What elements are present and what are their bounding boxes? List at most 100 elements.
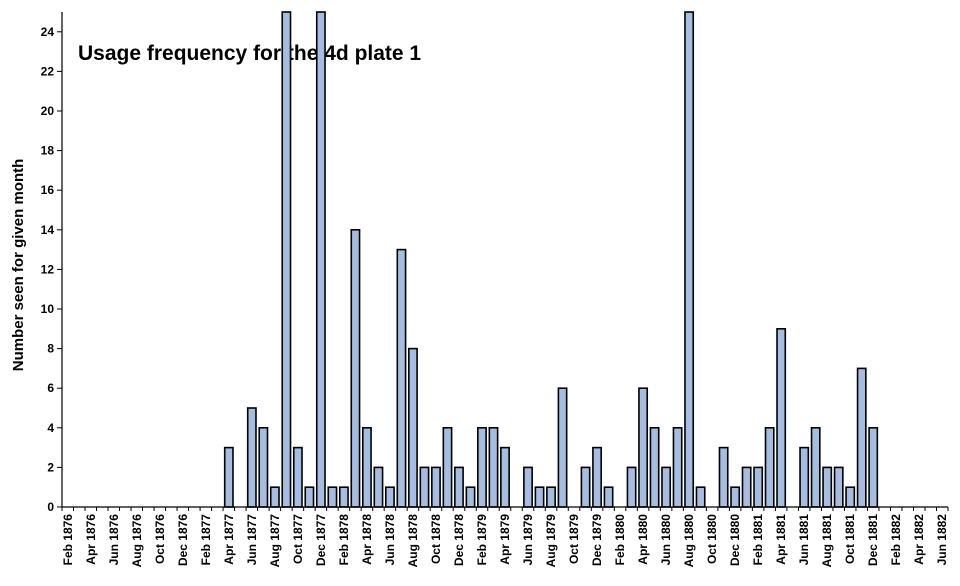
x-tick-label: Aug 1881 [820, 514, 834, 568]
y-tick-label: 14 [41, 223, 55, 237]
y-tick-label: 10 [41, 302, 55, 316]
x-tick-label: Dec 1879 [590, 514, 604, 566]
y-tick-label: 22 [41, 64, 55, 78]
bar-mar-1880 [626, 466, 637, 508]
y-tick-label: 12 [41, 262, 55, 276]
x-tick-label: Apr 1878 [360, 514, 374, 565]
bar-jan-1879 [465, 486, 476, 508]
bar-jun-1877 [246, 407, 257, 508]
x-tick-label: Aug 1878 [406, 514, 420, 568]
y-tick-label: 20 [41, 104, 55, 118]
bar-apr-1878 [361, 426, 372, 508]
x-tick-label: Aug 1877 [268, 514, 282, 568]
bar-aug-1878 [408, 347, 418, 508]
bar-jul-1878 [396, 248, 407, 508]
bar-jul-1877 [258, 426, 269, 508]
bar-dec-1880 [730, 486, 741, 508]
bar-nov-1878 [442, 426, 453, 508]
bar-jun-1881 [799, 446, 810, 508]
bar-jan-1881 [741, 466, 752, 508]
x-tick-label: Jun 1882 [935, 514, 949, 566]
bar-may-1880 [649, 426, 660, 508]
x-tick-label: Jun 1877 [245, 514, 259, 566]
bar-dec-1878 [454, 466, 464, 508]
x-tick-label: Dec 1877 [314, 514, 328, 566]
x-tick-label: Jun 1878 [383, 514, 397, 566]
x-ticks-group: Feb 1876 Apr 1876 Jun 1876 Aug 1876 Oct 1876… [61, 507, 949, 567]
x-tick-label: Jun 1881 [797, 514, 811, 566]
x-tick-label: Jun 1879 [521, 514, 535, 566]
bar-dec-1879 [592, 446, 602, 508]
bar-jun-1878 [384, 486, 395, 508]
bar-sep-1879 [557, 387, 568, 508]
bar-oct-1881 [845, 486, 856, 508]
bar-jul-1881 [810, 426, 821, 508]
bar-mar-1881 [764, 426, 775, 508]
x-tick-label: Apr 1877 [222, 514, 236, 565]
x-tick-label: Jun 1880 [659, 514, 673, 566]
bar-jun-1880 [661, 466, 672, 508]
x-tick-label: Apr 1876 [84, 514, 98, 565]
bar-feb-1878 [338, 486, 349, 508]
bar-apr-1877 [223, 446, 234, 508]
x-tick-label: Aug 1880 [682, 514, 696, 568]
x-tick-label: Dec 1881 [866, 514, 880, 566]
bar-oct-1877 [292, 446, 303, 508]
x-tick-label: Jun 1876 [107, 514, 121, 566]
y-tick-label: 0 [47, 500, 54, 514]
bar-sep-1878 [419, 466, 430, 508]
x-tick-label: Feb 1879 [475, 514, 489, 566]
bar-aug-1881 [822, 466, 833, 508]
bar-apr-1880 [638, 387, 649, 508]
x-tick-label: Dec 1880 [728, 514, 742, 566]
bar-mar-1878 [350, 229, 361, 508]
x-tick-label: Feb 1878 [337, 514, 351, 566]
y-tick-label: 2 [47, 460, 54, 474]
x-tick-label: Aug 1876 [130, 514, 144, 568]
x-tick-label: Dec 1878 [452, 514, 466, 566]
bar-apr-1881 [776, 327, 787, 508]
x-tick-label: Feb 1877 [199, 514, 213, 566]
x-tick-label: Apr 1880 [636, 514, 650, 565]
y-tick-label: 18 [41, 144, 55, 158]
x-tick-label: Feb 1880 [613, 514, 627, 566]
y-tick-label: 24 [41, 25, 55, 39]
bar-oct-1878 [431, 466, 441, 508]
bar-jan-1878 [327, 486, 338, 508]
bar-nov-1881 [856, 367, 867, 508]
x-tick-label: Apr 1882 [912, 514, 926, 565]
bar-dec-1877 [315, 11, 326, 508]
x-tick-label: Oct 1877 [291, 514, 305, 564]
x-tick-label: Apr 1879 [498, 514, 512, 565]
bar-aug-1880 [684, 11, 695, 508]
x-tick-label: Apr 1881 [774, 514, 788, 565]
y-axis-label: Number seen for given month [10, 159, 27, 372]
bar-nov-1879 [580, 466, 591, 508]
bar-feb-1881 [753, 466, 764, 508]
x-tick-label: Oct 1876 [153, 514, 167, 564]
bar-feb-1879 [477, 426, 487, 508]
bar-jan-1880 [603, 486, 614, 508]
bar-sep-1881 [833, 466, 844, 508]
x-tick-label: Feb 1881 [751, 514, 765, 566]
bar-apr-1879 [500, 446, 510, 508]
x-tick-label: Feb 1882 [889, 514, 903, 566]
x-tick-label: Feb 1876 [61, 514, 75, 566]
chart-title: Usage frequency for the 4d plate 1 [78, 42, 421, 65]
bar-jul-1879 [534, 486, 545, 508]
bars-group [223, 11, 879, 508]
x-tick-label: Oct 1881 [843, 514, 857, 564]
y-tick-label: 4 [47, 421, 54, 435]
bar-mar-1879 [488, 426, 499, 508]
y-tick-label: 8 [47, 342, 54, 356]
bar-jun-1879 [523, 466, 533, 508]
bar-dec-1881 [868, 426, 879, 508]
x-tick-label: Aug 1879 [544, 514, 558, 568]
y-tick-label: 16 [41, 183, 55, 197]
bar-sep-1880 [695, 486, 706, 508]
bar-aug-1877 [269, 486, 280, 508]
x-tick-label: Oct 1879 [567, 514, 581, 564]
bar-may-1878 [373, 466, 384, 508]
